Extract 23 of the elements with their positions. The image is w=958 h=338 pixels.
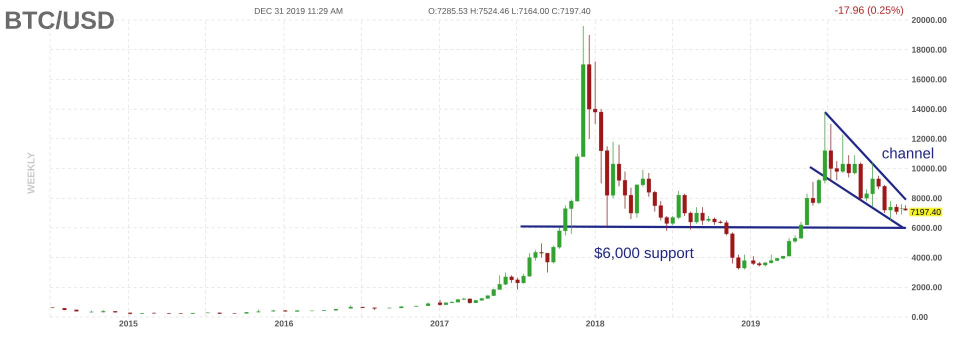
text: O:7285.53 H:7524.46 L:7164.00 C:7197.40 — [428, 8, 590, 14]
y-tick-label: 12000.00 — [912, 136, 946, 142]
chart-subtitle: DEC 31 2019 11:29 AM — [254, 8, 342, 14]
x-tick-label: 2015 — [119, 320, 138, 327]
text: -17.96 (0.25%) — [835, 6, 904, 16]
y-tick-label: 0.00 — [912, 314, 928, 320]
y-tick-label: 4000.00 — [912, 254, 942, 261]
y-tick-label: 18000.00 — [912, 46, 946, 53]
y-tick-label: 14000.00 — [912, 106, 946, 112]
y-tick-label: 20000.00 — [912, 17, 946, 23]
y-tick-label: 6000.00 — [912, 224, 942, 231]
y-tick-label: 8000.00 — [912, 195, 942, 202]
y-tick-label: 10000.00 — [912, 166, 946, 172]
y-tick-label: 2000.00 — [912, 284, 942, 290]
x-tick-label: 2019 — [742, 320, 760, 327]
text: 7197.40 — [910, 209, 941, 215]
x-tick-label: 2018 — [586, 320, 604, 327]
chart-title: BTC/USD — [6, 10, 114, 30]
annotation: channel — [882, 148, 934, 158]
x-tick-label: 2017 — [430, 320, 449, 327]
x-tick-label: 2016 — [274, 320, 294, 327]
annotation: $6,000 support — [594, 246, 694, 262]
y-tick-label: 16000.00 — [912, 76, 946, 82]
